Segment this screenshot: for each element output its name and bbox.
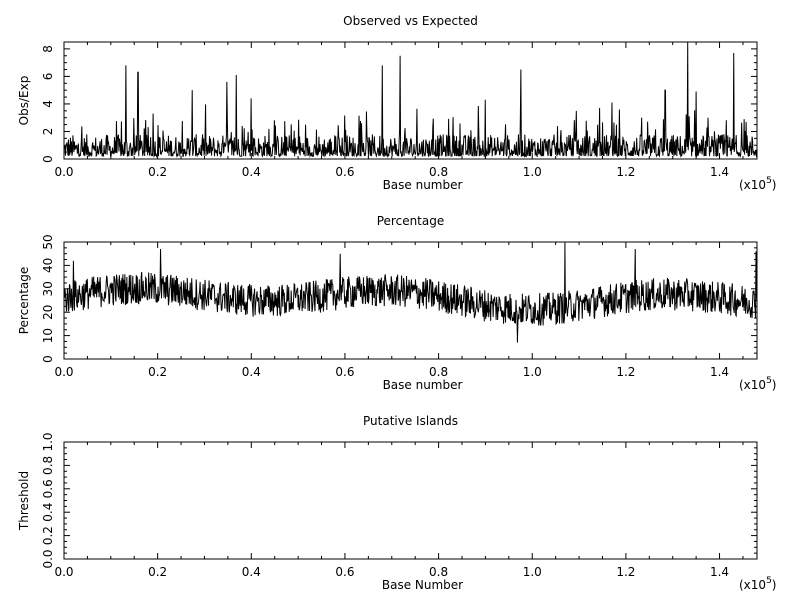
y-tick-label: 0	[41, 155, 55, 163]
chart-panel-3: Putative Islands 0.0 0.2 0.4 0.6 0.8 1.0 1.2 1.4…	[17, 414, 776, 592]
x-tick-label: 0.8	[429, 165, 448, 179]
plot-frame	[63, 41, 758, 160]
y-axis-label: Percentage	[17, 267, 31, 335]
x-tick-label: 0.4	[242, 365, 261, 379]
series-line	[63, 41, 758, 159]
x-tick-label: 1.4	[710, 165, 729, 179]
y-tick-label: 0.0	[41, 549, 55, 568]
y-tick-label: 0.6	[41, 479, 55, 498]
chart-title: Percentage	[377, 214, 445, 228]
y-tick-label: 50	[41, 234, 55, 249]
x-tick-label: 1.2	[616, 565, 635, 579]
x-axis-label: Base Number	[382, 578, 463, 592]
y-tick-label: 2	[41, 128, 55, 136]
x-tick-label: 0.6	[335, 165, 354, 179]
x-tick-label: 0.4	[242, 565, 261, 579]
x-tick-label: 1.2	[616, 165, 635, 179]
x-tick-label: 1.0	[523, 565, 542, 579]
y-tick-label: 0	[41, 355, 55, 363]
y-tick-label: 6	[41, 73, 55, 81]
x-tick-label: 1.0	[523, 365, 542, 379]
x-tick-label: 1.2	[616, 365, 635, 379]
y-tick-label: 0.2	[41, 526, 55, 545]
x-tick-label: 0.8	[429, 365, 448, 379]
x-tick-label: 1.4	[710, 565, 729, 579]
x-tick-label: 0.0	[54, 165, 73, 179]
y-tick-label: 30	[41, 281, 55, 296]
chart-panel-2: Percentage 0.0 0.2 0.4 0.6 0.8 1.0 1.2 1.4 0 10 20 3…	[17, 214, 776, 392]
chart-title: Putative Islands	[363, 414, 458, 428]
y-tick-label: 4	[41, 100, 55, 108]
y-tick-label: 8	[41, 45, 55, 53]
x-tick-label: 0.8	[429, 565, 448, 579]
y-tick-label: 1.0	[41, 432, 55, 451]
x-axis-label: Base number	[383, 378, 463, 392]
x-scale-factor: (x105)	[739, 176, 776, 192]
x-tick-label: 0.2	[148, 365, 167, 379]
y-axis-label: Obs/Exp	[17, 76, 31, 126]
x-tick-label: 0.0	[54, 365, 73, 379]
x-tick-label: 0.6	[335, 365, 354, 379]
plot-frame	[63, 441, 758, 560]
y-tick-label: 10	[41, 328, 55, 343]
chart-panel-1: Observed vs Expected 0.0 0.2 0.4 0.6 0.8 1.0 1.…	[17, 14, 776, 192]
chart-title: Observed vs Expected	[343, 14, 478, 28]
x-tick-label: 0.6	[335, 565, 354, 579]
x-tick-label: 0.0	[54, 565, 73, 579]
x-tick-label: 0.2	[148, 565, 167, 579]
y-tick-label: 0.8	[41, 456, 55, 475]
y-tick-label: 40	[41, 258, 55, 273]
x-scale-factor: (x105)	[739, 376, 776, 392]
x-tick-label: 0.2	[148, 165, 167, 179]
y-axis-label: Threshold	[17, 471, 31, 531]
x-axis-label: Base number	[383, 178, 463, 192]
x-tick-label: 1.0	[523, 165, 542, 179]
y-tick-label: 0.4	[41, 503, 55, 522]
x-scale-factor: (x105)	[739, 576, 776, 592]
y-tick-label: 20	[41, 305, 55, 320]
x-tick-label: 0.4	[242, 165, 261, 179]
series-line	[63, 241, 758, 343]
x-tick-label: 1.4	[710, 365, 729, 379]
